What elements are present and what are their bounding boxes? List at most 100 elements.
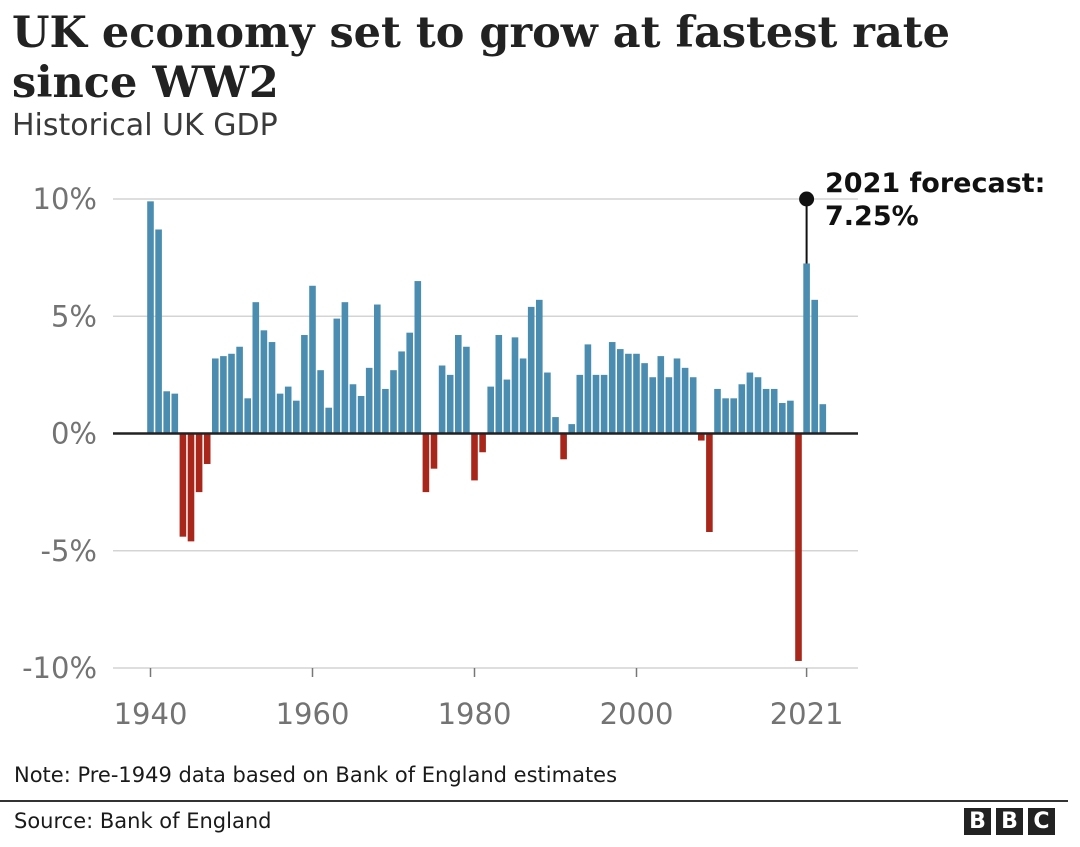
bar: [374, 304, 381, 434]
bar: [203, 433, 211, 464]
logo-letter: C: [1028, 808, 1055, 835]
x-tick-label: 1980: [438, 697, 512, 731]
logo-letter: B: [964, 808, 991, 835]
bar: [746, 372, 754, 434]
bar: [738, 384, 746, 434]
bar-series: [147, 201, 827, 661]
bar: [471, 433, 478, 481]
bar: [584, 344, 592, 434]
bar: [382, 388, 389, 434]
bar: [268, 342, 276, 434]
y-tick-label: 5%: [51, 299, 97, 333]
bar: [487, 386, 494, 434]
bbc-logo: B B C: [964, 808, 1055, 835]
chart-subtitle: Historical UK GDP: [12, 108, 278, 143]
axes: 10% 5% 0% -5% -10% 1940 1960 1980 2000 2021: [22, 182, 858, 731]
bar: [430, 433, 438, 469]
bar: [325, 407, 332, 434]
annotation-marker: [799, 191, 815, 207]
bar: [333, 318, 341, 434]
bar: [560, 433, 567, 460]
x-tick-label: 1960: [276, 697, 350, 731]
bar: [754, 377, 762, 434]
bar: [536, 299, 543, 434]
x-tick-label: 2021: [770, 697, 844, 731]
gdp-bar-chart: 10% 5% 0% -5% -10% 1940 1960 1980 2000 2021 2021 …: [22, 168, 1045, 731]
bar: [657, 356, 665, 434]
bar: [365, 367, 373, 434]
bar: [163, 391, 170, 434]
bar: [438, 365, 446, 434]
bar: [398, 351, 405, 434]
annotation-label: 7.25%: [825, 201, 919, 232]
bar: [511, 337, 519, 434]
bar: [552, 417, 559, 434]
bar: [422, 433, 430, 493]
bar: [212, 358, 219, 434]
y-tick-label: 10%: [33, 182, 97, 216]
bar: [600, 374, 608, 434]
bar: [390, 370, 397, 434]
chart-title: UK economy set to grow at fastest rate s…: [12, 8, 951, 108]
bar: [244, 398, 251, 434]
bar: [406, 332, 413, 434]
footer-divider: [0, 800, 1068, 802]
bar: [625, 353, 632, 434]
bar: [641, 363, 648, 434]
bar: [187, 433, 195, 542]
bar: [341, 302, 349, 434]
bar: [455, 335, 462, 434]
bar: [309, 285, 316, 434]
bar: [349, 384, 357, 434]
bar: [770, 388, 778, 434]
bar: [446, 374, 454, 434]
bar: [252, 302, 260, 434]
x-tick-label: 2000: [600, 697, 674, 731]
bar: [576, 374, 584, 434]
bar: [762, 388, 770, 434]
bar: [779, 403, 786, 434]
bar: [503, 379, 511, 434]
bar: [608, 342, 616, 434]
bar: [317, 370, 324, 434]
bar: [819, 404, 827, 434]
bar: [519, 358, 527, 434]
bar: [722, 398, 729, 434]
chart-source: Source: Bank of England: [14, 809, 272, 833]
bar: [649, 377, 656, 434]
bar: [301, 335, 308, 434]
bar: [228, 353, 235, 434]
bar: [260, 330, 268, 434]
bar: [673, 358, 681, 434]
bar: [357, 395, 365, 434]
y-tick-label: -5%: [41, 534, 97, 568]
bar: [665, 377, 673, 434]
bar: [811, 299, 818, 434]
bar: [592, 374, 600, 434]
bar: [706, 433, 713, 532]
logo-letter: B: [996, 808, 1023, 835]
y-tick-label: -10%: [22, 651, 97, 685]
bar: [293, 400, 300, 434]
chart-note: Note: Pre-1949 data based on Bank of Eng…: [14, 763, 618, 787]
bar: [276, 393, 284, 434]
bar: [479, 433, 486, 453]
bar: [284, 386, 292, 434]
bar: [495, 335, 503, 434]
bar: [795, 433, 802, 661]
bar: [220, 356, 227, 434]
bar: [147, 201, 154, 434]
bar: [803, 263, 810, 434]
y-tick-label: 0%: [51, 417, 97, 451]
bar: [155, 229, 162, 434]
bar: [714, 388, 721, 434]
forecast-annotation: 2021 forecast:7.25%: [799, 168, 1045, 264]
bar: [730, 398, 737, 434]
bar: [633, 353, 640, 434]
x-tick-label: 1940: [114, 697, 188, 731]
bar: [568, 424, 575, 434]
bar: [171, 393, 179, 434]
bar: [463, 346, 470, 434]
bar: [544, 372, 551, 434]
bar: [698, 433, 705, 441]
